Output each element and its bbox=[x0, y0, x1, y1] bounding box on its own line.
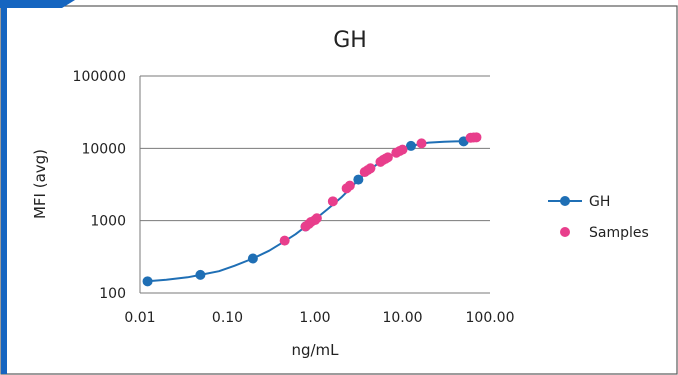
legend-gh-marker bbox=[560, 196, 570, 206]
sample-point bbox=[471, 132, 482, 143]
sample-points bbox=[279, 132, 482, 246]
x-tick-label: 10.00 bbox=[382, 310, 422, 326]
sample-point bbox=[344, 180, 355, 191]
x-tick-label: 0.10 bbox=[212, 310, 243, 326]
x-tick-label: 100.00 bbox=[466, 310, 515, 326]
sample-point bbox=[311, 213, 322, 224]
sample-point bbox=[365, 163, 376, 174]
legend-gh-label: GH bbox=[589, 194, 610, 210]
standard-points bbox=[142, 136, 469, 287]
y-tick-label: 10000 bbox=[81, 141, 126, 157]
x-tick-label: 1.00 bbox=[299, 310, 330, 326]
sample-point bbox=[416, 138, 427, 149]
sample-point bbox=[327, 196, 338, 207]
legend-samples-label: Samples bbox=[589, 225, 649, 241]
sample-point bbox=[397, 144, 408, 155]
standard-curve bbox=[147, 140, 468, 283]
y-axis-ticks: 100 1000 10000 100000 bbox=[73, 69, 126, 302]
x-tick-label: 0.01 bbox=[124, 310, 155, 326]
y-tick-label: 1000 bbox=[90, 214, 126, 230]
standard-curve-line bbox=[147, 140, 468, 283]
sample-point bbox=[382, 152, 393, 163]
y-tick-label: 100000 bbox=[73, 69, 126, 85]
legend-samples-marker bbox=[560, 227, 570, 237]
y-tick-label: 100 bbox=[99, 286, 126, 302]
x-axis-label: ng/mL bbox=[291, 341, 339, 359]
standard-point bbox=[142, 276, 153, 287]
sample-point bbox=[279, 235, 290, 246]
standard-point bbox=[195, 269, 206, 280]
legend: GH Samples bbox=[548, 194, 649, 241]
gridlines bbox=[140, 75, 490, 294]
y-axis-label: MFI (avg) bbox=[31, 149, 49, 219]
standard-point bbox=[247, 253, 258, 264]
standard-point bbox=[353, 174, 364, 185]
x-axis-ticks: 0.01 0.10 1.00 10.00 100.00 bbox=[124, 310, 514, 326]
standard-point bbox=[405, 140, 416, 151]
chart-title: GH bbox=[333, 28, 367, 53]
